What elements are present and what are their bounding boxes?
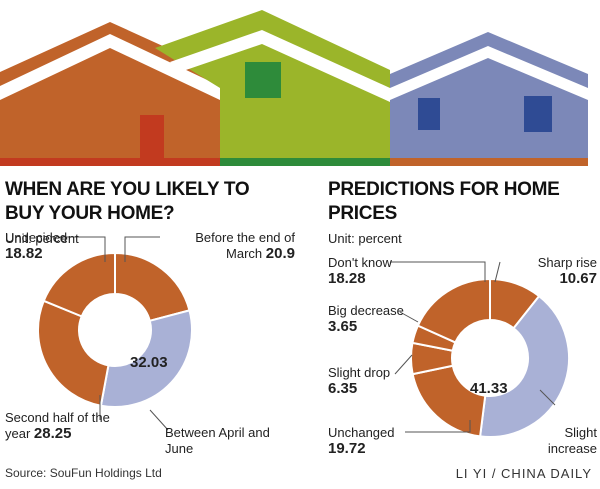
value-label: 20.9 [265, 245, 295, 262]
chart-subtitle: Unit: percent [328, 231, 402, 246]
segment-label: Slight drop 6.35 [328, 365, 408, 397]
category-label: Don't know [328, 255, 392, 270]
value-label: 28.25 [33, 425, 72, 442]
value-label: 10.67 [559, 270, 597, 287]
category-label: Undecided [5, 230, 68, 245]
donut-segment [37, 299, 110, 407]
donut-segment [416, 277, 491, 344]
donut-segment [42, 251, 116, 318]
credit: LI YI / CHINA DAILY [455, 466, 592, 481]
value-label: 18.82 [5, 245, 43, 262]
category-label: Unchanged [328, 425, 395, 440]
donut-segment [114, 251, 191, 323]
donut-segment [411, 364, 487, 438]
segment-label: Don't know 18.28 [328, 255, 408, 287]
segment-label: Slight increase [515, 425, 597, 457]
value-label: 3.65 [328, 318, 358, 335]
houses [0, 10, 588, 166]
category-label: Big decrease [328, 303, 404, 318]
category-label: Before the end of March [195, 230, 295, 261]
donuts [37, 251, 570, 438]
category-label: Slight increase [547, 425, 597, 456]
segment-label: Before the end of March 20.9 [160, 230, 295, 262]
segment-label: Unchanged 19.72 [328, 425, 418, 457]
segment-label: Second half of the year 28.25 [5, 410, 115, 442]
value-label: 32.03 [130, 354, 168, 371]
category-label: Between April and June [165, 425, 270, 456]
donut-segment [478, 294, 570, 438]
segment-label: Undecided 18.82 [5, 230, 95, 262]
value-label: 6.35 [328, 380, 358, 397]
chart-title: PREDICTIONS FOR HOME PRICES [328, 179, 560, 224]
category-label: Second half of the year [5, 410, 110, 441]
value-label: 19.72 [328, 440, 366, 457]
category-label: Slight drop [328, 365, 391, 380]
leader-lines [60, 236, 556, 433]
segment-label: Between April and June [165, 425, 275, 457]
chart-title: WHEN ARE YOU LIKELY TO BUY YOUR HOME? [5, 179, 250, 224]
donut-segment [99, 309, 193, 408]
chart-subtitle: Unit: percent [5, 231, 79, 246]
source: Source: SouFun Holdings Ltd [5, 466, 162, 480]
segment-label: Big decrease 3.65 [328, 303, 413, 335]
value-label: 18.28 [328, 270, 366, 287]
value-label: 41.33 [470, 380, 508, 397]
segment-label: Sharp rise 10.67 [505, 255, 597, 287]
category-label: Sharp rise [537, 255, 597, 270]
